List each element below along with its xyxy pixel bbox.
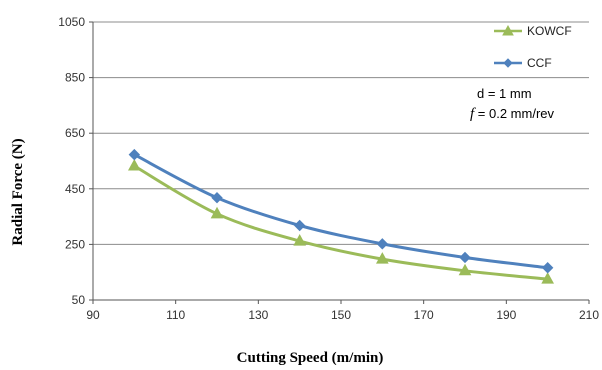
y-tick-label: 50 <box>72 293 86 307</box>
grid <box>93 21 589 245</box>
legend-marker-kowcf <box>502 24 514 36</box>
data-point-kowcf <box>127 158 141 171</box>
data-point-ccf <box>211 191 223 204</box>
x-tick-label: 110 <box>166 308 185 322</box>
feed-annotation: f = 0.2 mm/rev <box>470 106 555 122</box>
y-tick-label: 850 <box>65 71 85 85</box>
x-tick-label: 190 <box>496 308 516 322</box>
feed-value: = 0.2 mm/rev <box>474 106 554 121</box>
legend-item-ccf[interactable]: CCF <box>494 56 552 70</box>
y-tick-label: 650 <box>65 126 85 140</box>
x-tick-label: 150 <box>331 308 351 322</box>
legend-label-kowcf: KOWCF <box>527 24 572 38</box>
data-point-ccf <box>376 238 389 250</box>
data-point-kowcf <box>210 206 224 219</box>
y-tick-label: 450 <box>65 182 85 196</box>
x-tick-label: 130 <box>248 308 268 322</box>
data-point-kowcf <box>293 234 307 246</box>
data-point-kowcf <box>541 272 555 284</box>
legend: KOWCF CCF <box>494 24 572 70</box>
data-point-ccf <box>541 262 554 274</box>
data-point-kowcf <box>458 263 472 276</box>
plot-area <box>93 22 589 300</box>
data-point-kowcf <box>375 252 389 264</box>
legend-label-ccf: CCF <box>527 56 552 70</box>
depth-annotation: d = 1 mm <box>477 86 532 101</box>
x-tick-labels: 90 110 130 150 170 190 210 <box>86 308 599 322</box>
legend-marker-ccf <box>503 58 513 68</box>
series-line-kowcf <box>133 164 548 281</box>
series-layer <box>127 148 555 284</box>
series-line-ccf <box>133 153 548 270</box>
x-axis-title: Cutting Speed (m/min) <box>237 350 384 366</box>
feed-symbol: f <box>470 106 476 122</box>
y-axis-title: Radial Force (N) <box>10 138 26 245</box>
data-point-ccf <box>128 148 141 161</box>
axes <box>89 21 590 304</box>
data-point-ccf <box>459 251 471 264</box>
data-point-ccf <box>293 219 306 232</box>
x-tick-label: 90 <box>86 308 100 322</box>
y-tick-label: 250 <box>65 237 85 251</box>
y-tick-labels: 50 250 450 650 850 1050 <box>58 15 85 307</box>
y-tick-label: 1050 <box>58 15 85 29</box>
x-tick-label: 210 <box>579 308 599 322</box>
x-tick-label: 170 <box>414 308 434 322</box>
legend-item-kowcf[interactable]: KOWCF <box>494 24 572 38</box>
